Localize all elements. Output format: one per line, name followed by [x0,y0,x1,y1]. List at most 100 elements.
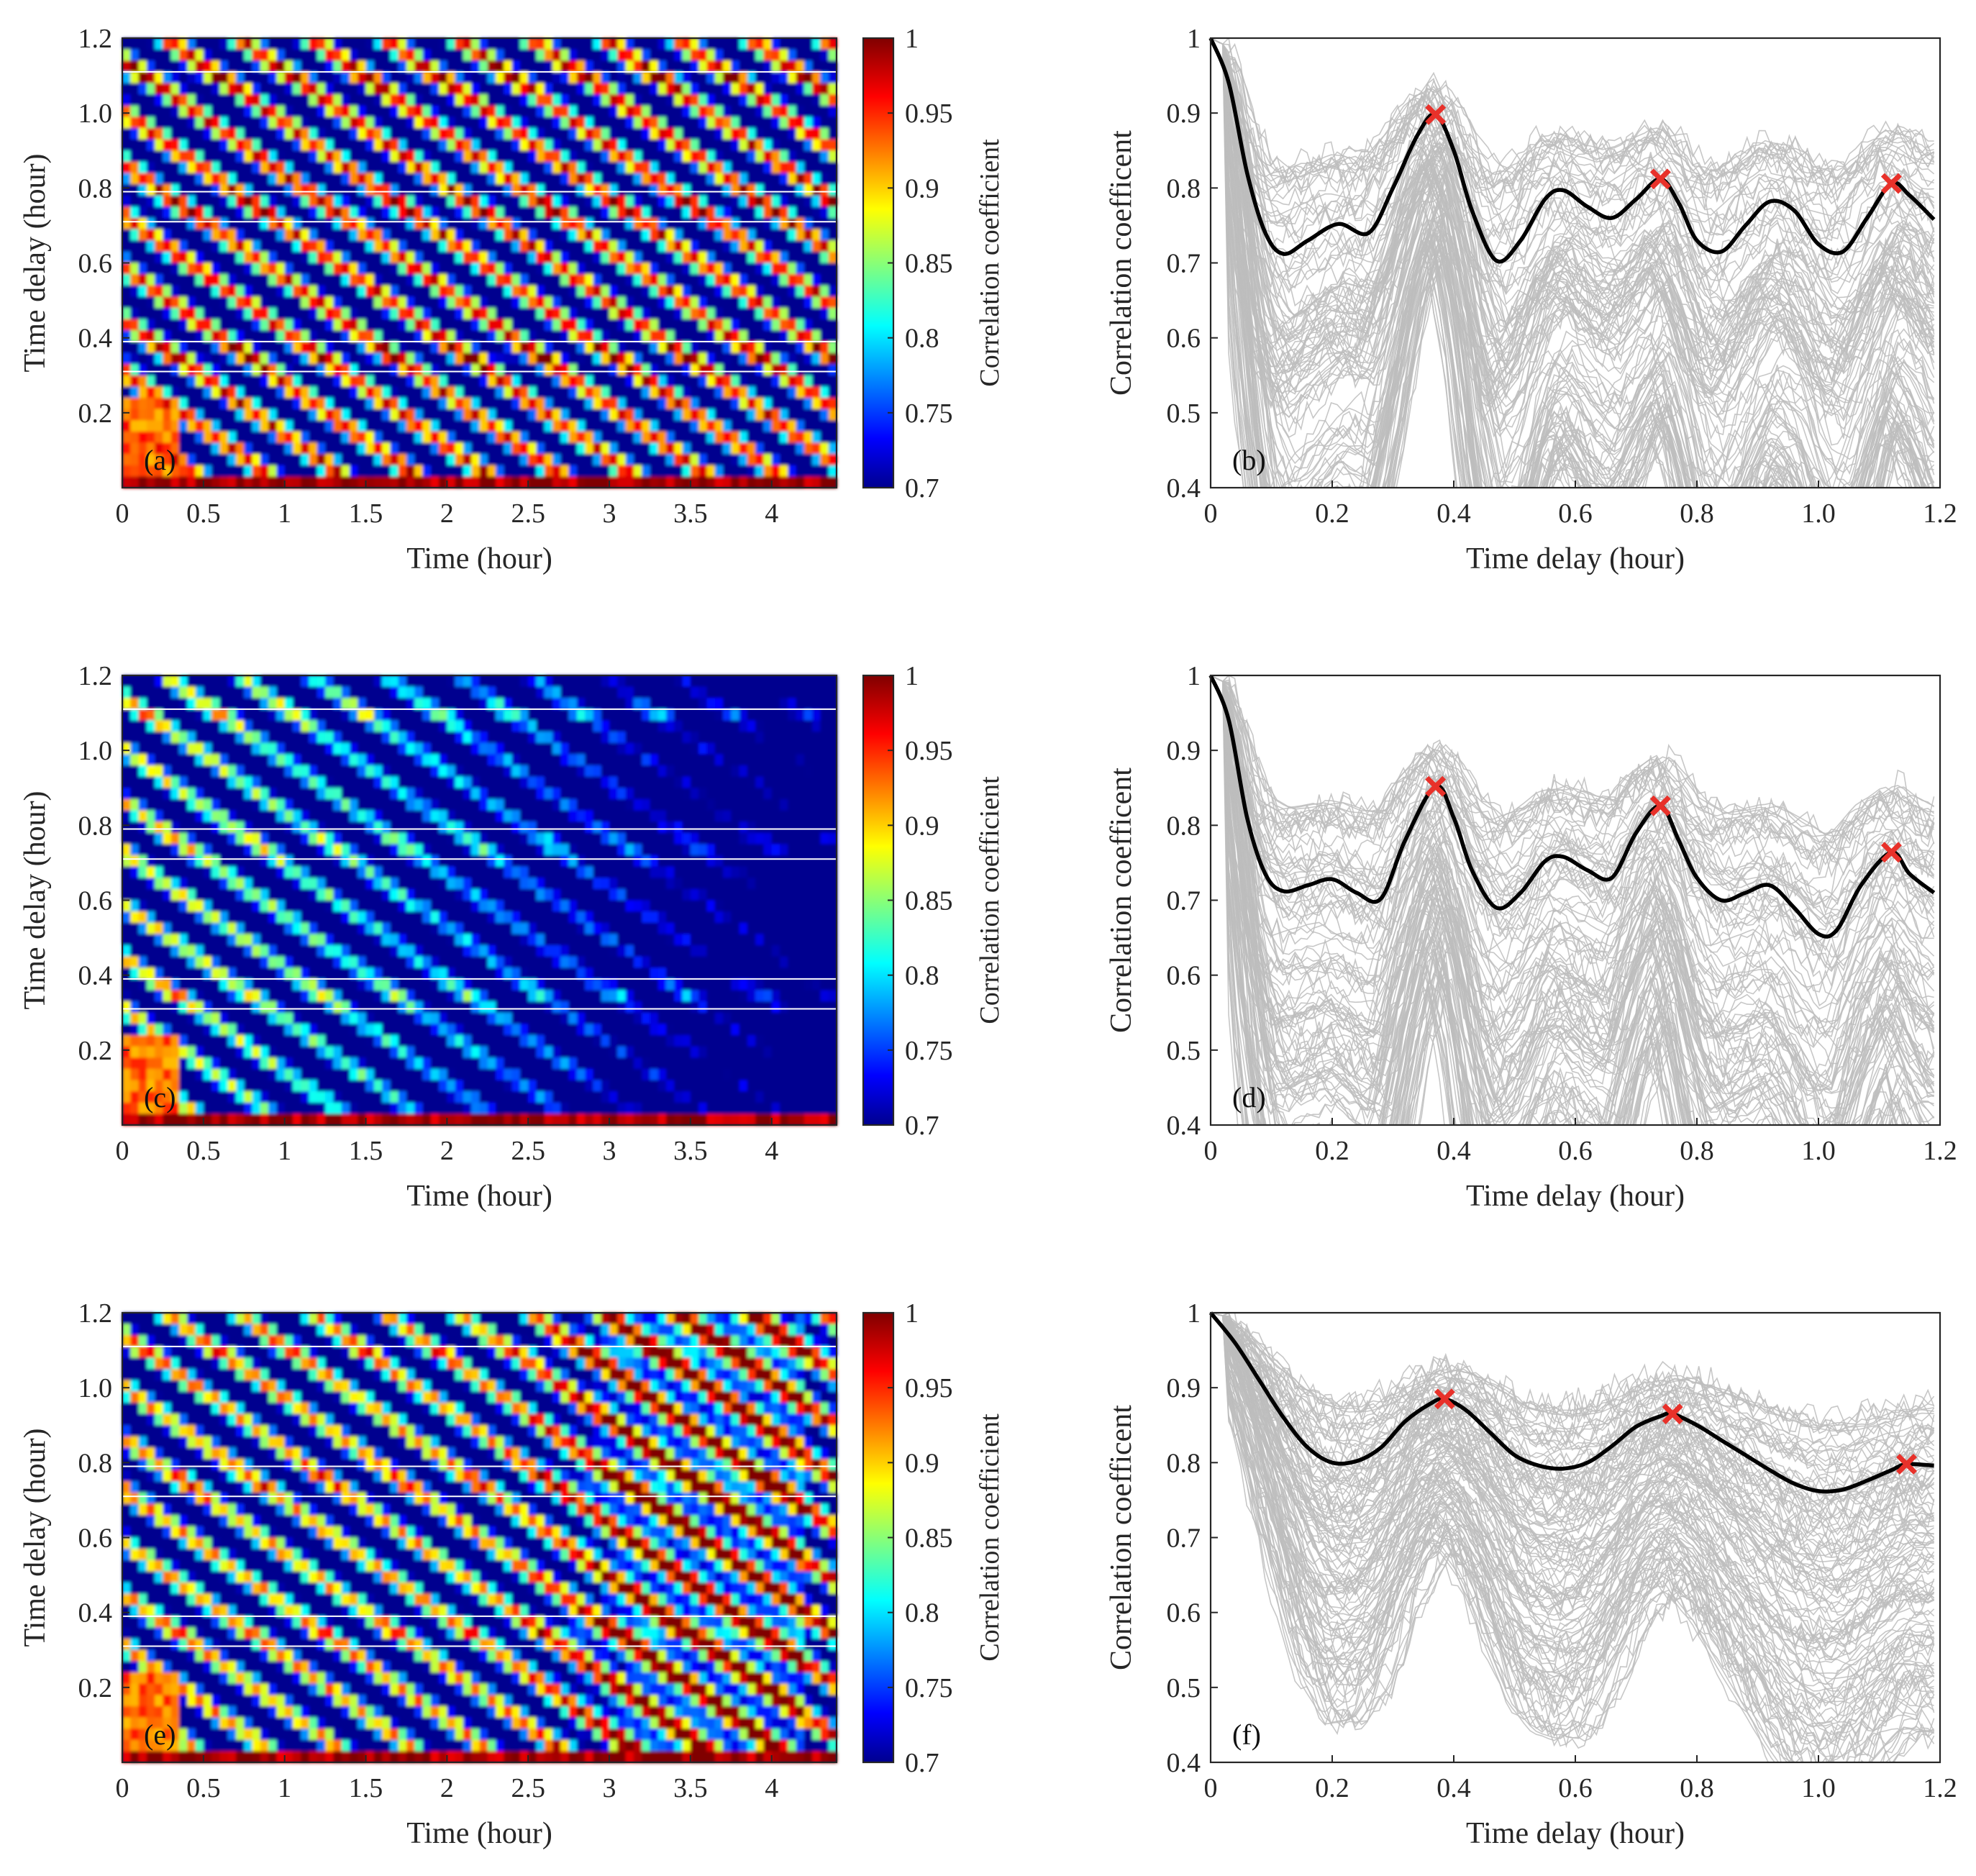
heatmap-cell [455,251,464,264]
heatmap-cell [195,1046,204,1058]
heatmap-cell [650,420,659,432]
ensemble-curve [1211,38,1934,396]
heatmap-cell [439,386,448,399]
heatmap-cell [617,173,627,185]
heatmap-cell [422,184,432,196]
heatmap-cell [390,330,399,342]
heatmap-cell [382,420,391,432]
heatmap-cell [163,386,172,399]
heatmap-cell [163,709,172,721]
heatmap-cell [593,49,602,61]
heatmap-cell [244,788,253,800]
heatmap-cell [138,967,147,980]
heatmap-cell [398,308,407,320]
heatmap-cell [788,38,797,50]
heatmap-cell [463,251,472,264]
heatmap-cell [365,454,375,466]
heatmap-cell [796,94,805,106]
heatmap-cell [138,911,147,924]
heatmap-cell [146,71,155,84]
heatmap-cell [682,71,691,84]
heatmap-cell [674,150,683,163]
heatmap-cell [674,229,683,241]
heatmap-cell [155,229,164,241]
ensemble-curve [1211,38,1935,396]
heatmap-cell [301,398,310,410]
heatmap-cell [155,83,164,95]
heatmap-cell [341,139,350,151]
heatmap-cell [350,765,359,778]
heatmap-cell [706,454,716,466]
heatmap-cell [187,810,196,822]
heatmap-cell [219,274,229,286]
heatmap-cell [341,866,350,878]
heatmap-cell [504,161,513,174]
heatmap-cell [803,285,813,298]
heatmap-cell [211,161,221,174]
heatmap-cell [617,341,627,354]
ensemble-curve [1211,38,1934,438]
heatmap-cell [333,798,342,811]
heatmap-cell [731,352,740,365]
heatmap-cell [293,1057,302,1070]
heatmap-cell [585,105,594,118]
heatmap-cell [276,386,286,399]
heatmap-cell [519,476,529,488]
heatmap-cell [179,709,188,721]
heatmap-cell [155,184,164,196]
heatmap-cell [130,1046,140,1058]
heatmap-cell [341,386,350,399]
heatmap-cell [260,1091,269,1103]
heatmap-cell [593,150,602,163]
heatmap-cell [747,341,756,354]
heatmap-cell [252,352,261,365]
heatmap-cell [828,195,837,208]
heatmap-cell [350,810,359,822]
heatmap-cell [163,431,172,444]
heatmap-cell [763,128,773,140]
x-tick-label: 0.6 [1558,498,1593,529]
heatmap-cell [373,341,383,354]
heatmap-cell [219,754,229,766]
heatmap-cell [552,442,562,455]
heatmap-cell [260,855,269,868]
heatmap-cell [487,173,496,185]
heatmap-cell [796,139,805,151]
heatmap-cell [276,821,286,834]
heatmap-cell [350,240,359,252]
heatmap-cell [544,465,553,478]
heatmap-cell [552,173,562,185]
heatmap-cell [358,978,367,991]
heatmap-cell [146,240,155,252]
heatmap-cell [358,698,367,710]
heatmap-cell [568,263,578,275]
heatmap-cell [674,442,683,455]
heatmap-cell [244,866,253,878]
heatmap-cell [146,810,155,822]
heatmap-cell [511,229,521,241]
heatmap-cell [780,128,789,140]
heatmap-cell [463,263,472,275]
heatmap-cell [739,319,748,331]
heatmap-cell [244,465,253,478]
heatmap-cell [309,698,318,710]
heatmap-cell [187,173,196,185]
heatmap-cell [414,49,424,61]
heatmap-cell [731,251,740,264]
heatmap-cell [519,386,529,399]
heatmap-cell [601,173,610,185]
heatmap-cell [284,150,293,163]
heatmap-cell [666,105,675,118]
heatmap-cell [519,150,529,163]
heatmap-cell [576,352,586,365]
heatmap-cell [187,732,196,744]
heatmap-cell [511,139,521,151]
heatmap-cell [155,420,164,432]
heatmap-cell [309,1046,318,1058]
heatmap-cell [820,139,829,151]
heatmap-cell [227,1012,237,1025]
heatmap-cell [203,945,212,957]
heatmap-cell [568,128,578,140]
heatmap-cell [284,844,293,856]
heatmap-cell [138,398,147,410]
